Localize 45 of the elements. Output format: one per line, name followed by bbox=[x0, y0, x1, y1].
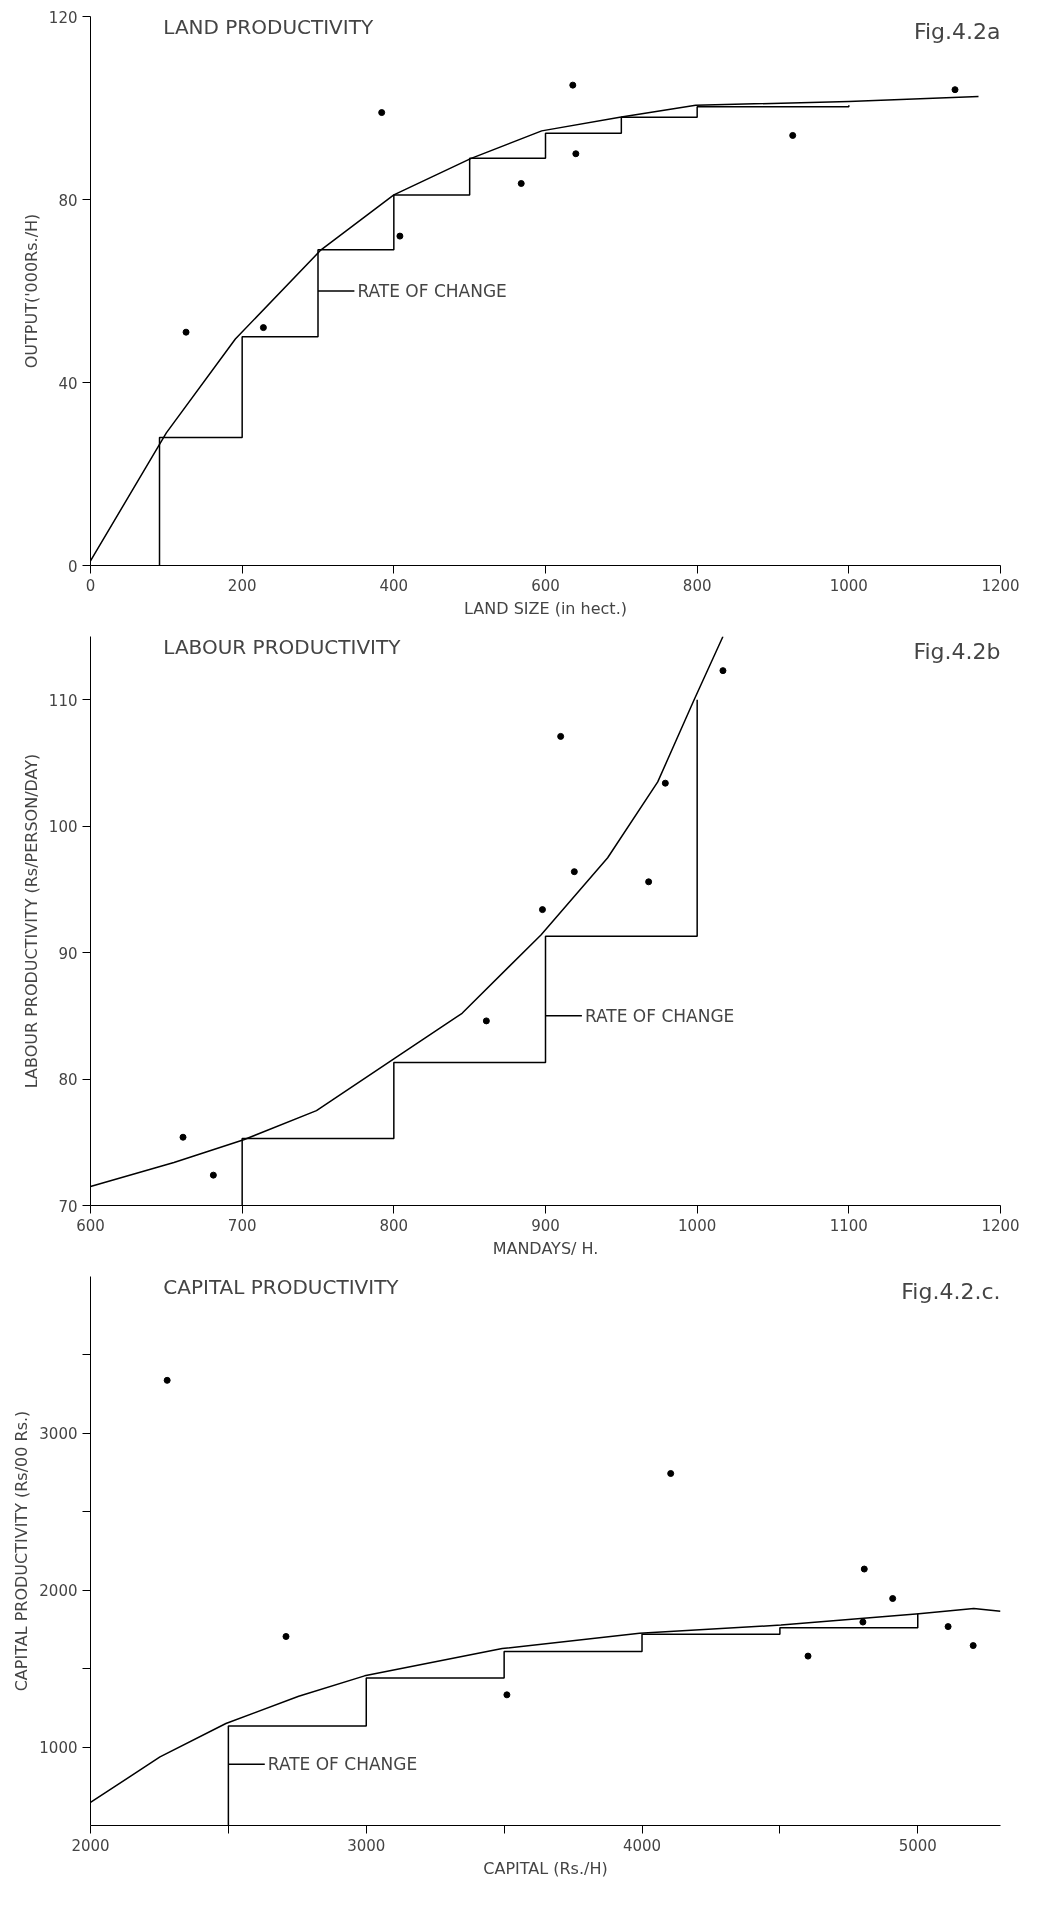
x-axis-title: MANDAYS/ H. bbox=[492, 1238, 599, 1258]
x-tick-label: 1000 bbox=[829, 576, 868, 595]
x-tick-label: 600 bbox=[76, 1216, 105, 1235]
x-tick-label: 4000 bbox=[622, 1836, 662, 1855]
annotation: Fig.4.2.c. bbox=[901, 1278, 1001, 1304]
y-tick-label: 2000 bbox=[39, 1582, 78, 1601]
annotation: RATE OF CHANGE bbox=[267, 1754, 418, 1775]
x-tick-label: 700 bbox=[227, 1216, 257, 1235]
y-tick-label: 0 bbox=[67, 557, 78, 576]
x-tick-label: 200 bbox=[227, 576, 257, 595]
y-tick-label: 40 bbox=[58, 374, 78, 393]
x-tick-label: 2000 bbox=[71, 1836, 110, 1855]
x-axis-title: CAPITAL (Rs./H) bbox=[483, 1858, 608, 1878]
y-axis-title: OUTPUT('000Rs./H) bbox=[21, 213, 41, 369]
x-tick-label: 600 bbox=[531, 576, 560, 595]
x-tick-label: 800 bbox=[379, 1216, 409, 1235]
annotation: Fig.4.2b bbox=[913, 638, 1001, 664]
x-tick-label: 1000 bbox=[678, 1216, 717, 1235]
x-tick-label: 1100 bbox=[829, 1216, 868, 1235]
chart-title: LABOUR PRODUCTIVITY bbox=[163, 634, 402, 659]
x-tick-label: 900 bbox=[531, 1216, 560, 1235]
annotation: RATE OF CHANGE bbox=[584, 1005, 735, 1026]
annotation: Fig.4.2a bbox=[913, 18, 1001, 44]
annotation: RATE OF CHANGE bbox=[357, 281, 507, 301]
x-tick-label: 400 bbox=[379, 576, 409, 595]
y-axis-title: LABOUR PRODUCTIVITY (Rs/PERSON/DAY) bbox=[21, 753, 41, 1089]
x-tick-label: 5000 bbox=[898, 1836, 937, 1855]
y-tick-label: 3000 bbox=[39, 1425, 78, 1444]
y-tick-label: 70 bbox=[58, 1197, 78, 1216]
chart-title: CAPITAL PRODUCTIVITY bbox=[163, 1274, 400, 1299]
y-tick-label: 120 bbox=[48, 8, 78, 27]
chart-title: LAND PRODUCTIVITY bbox=[163, 14, 374, 39]
y-axis-title: CAPITAL PRODUCTIVITY (Rs/00 Rs.) bbox=[12, 1410, 32, 1692]
y-tick-label: 110 bbox=[48, 691, 78, 710]
x-tick-label: 1200 bbox=[981, 1216, 1020, 1235]
x-tick-label: 800 bbox=[682, 576, 712, 595]
y-tick-label: 100 bbox=[48, 818, 78, 837]
y-tick-label: 80 bbox=[58, 1071, 78, 1090]
x-tick-label: 0 bbox=[85, 576, 96, 595]
y-tick-label: 90 bbox=[58, 944, 78, 963]
x-tick-label: 3000 bbox=[347, 1836, 386, 1855]
y-tick-label: 80 bbox=[58, 191, 78, 210]
x-tick-label: 1200 bbox=[981, 576, 1020, 595]
x-axis-title: LAND SIZE (in hect.) bbox=[464, 598, 627, 618]
y-tick-label: 1000 bbox=[39, 1739, 78, 1758]
